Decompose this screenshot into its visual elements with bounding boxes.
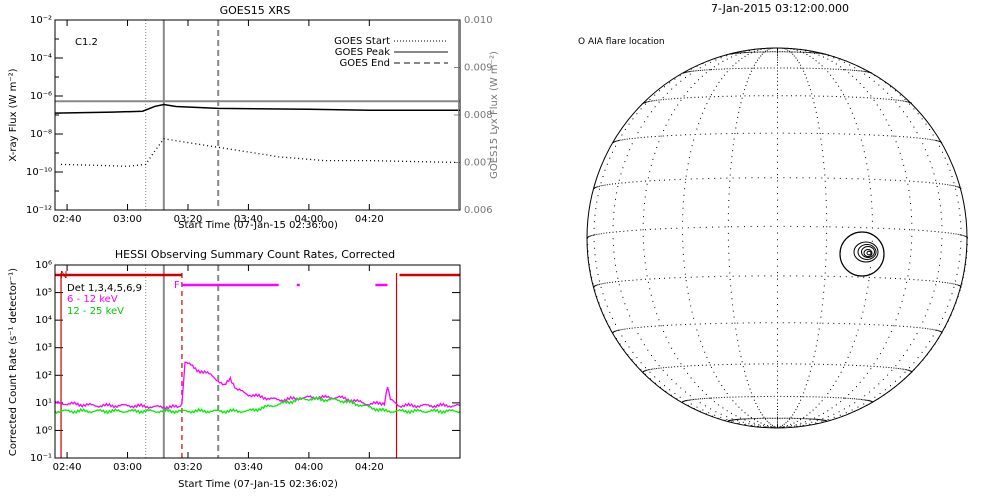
y2-tick-label: 0.009 (464, 63, 493, 74)
y-tick-label: 10² (35, 370, 52, 381)
y-tick-label: 10⁻⁴ (30, 53, 52, 64)
x-tick-label: 03:00 (113, 214, 142, 225)
y-tick-label: 10⁻⁶ (30, 91, 52, 102)
x-tick-label: 03:20 (174, 214, 203, 225)
y-tick-label: 10³ (35, 343, 52, 354)
goes-class-label: C1.2 (75, 37, 98, 48)
hessi-title: HESSI Observing Summary Count Rates, Cor… (115, 248, 395, 261)
series-6-12keV (54, 361, 461, 411)
hessi-detectors-label: Det 1,3,4,5,6,9 (67, 283, 142, 294)
y2-tick-label: 0.008 (464, 110, 493, 121)
legend-6-12kev: 6 - 12 keV (67, 294, 118, 305)
legend-12-25kev: 12 - 25 keV (67, 306, 124, 317)
goes-legend: GOES Start GOES Peak GOES End (334, 36, 448, 69)
x-tick-label: 02:40 (53, 462, 82, 473)
solar-disk-panel: 7-Jan-2015 03:12:00.000 O AIA flare loca… (578, 2, 968, 429)
y-tick-label: 10⁻¹ (30, 453, 52, 464)
y-tick-label: 10⁻¹⁰ (26, 167, 52, 178)
legend-goes-peak: GOES Peak (335, 47, 390, 58)
hessi-frame (54, 264, 461, 459)
disk-location-label: O AIA flare location (578, 37, 665, 47)
flare-contours (839, 231, 885, 277)
x-tick-label: 03:40 (234, 462, 263, 473)
hessi-panel: HESSI Observing Summary Count Rates, Cor… (8, 248, 461, 490)
goes-frame (54, 19, 461, 211)
x-tick-label: 04:00 (294, 214, 323, 225)
goes-y2-label: GOES15 Lyx Flux (W m⁻²) (489, 51, 500, 179)
flag-label-N: N (60, 270, 67, 281)
legend-goes-start: GOES Start (334, 36, 390, 47)
series-12-25keV (54, 395, 461, 415)
disk-title: 7-Jan-2015 03:12:00.000 (711, 2, 849, 15)
x-tick-label: 03:20 (174, 462, 203, 473)
flare-contour (863, 249, 873, 257)
goes-y-label: X-ray Flux (W m⁻²) (8, 68, 19, 161)
heliographic-grid (587, 47, 968, 429)
flare-contour (853, 241, 879, 263)
y2-tick-label: 0.007 (464, 158, 493, 169)
y-tick-label: 10⁻¹² (26, 205, 52, 216)
solar-limb (586, 47, 968, 429)
x-tick-label: 03:40 (234, 214, 263, 225)
x-tick-label: 02:40 (53, 214, 82, 225)
y-tick-label: 10⁵ (35, 288, 52, 299)
x-tick-label: 04:20 (355, 462, 384, 473)
series-long (54, 103, 460, 114)
y2-tick-label: 0.010 (464, 15, 493, 26)
legend-goes-end: GOES End (340, 58, 390, 69)
y-tick-label: 10⁶ (35, 260, 52, 271)
x-tick-label: 04:20 (355, 214, 384, 225)
series-short (61, 138, 461, 167)
aia-location-circle (839, 231, 885, 277)
y-tick-label: 10⁰ (35, 425, 52, 436)
flare-contour (866, 250, 872, 256)
y-tick-label: 10¹ (35, 398, 52, 409)
goes-right-axis (458, 20, 459, 210)
flare-contour (857, 244, 877, 260)
goes-panel: GOES15 XRS 02:40 03:00 03:20 03:40 04:00 04:2… (8, 4, 500, 231)
y-tick-label: 10⁻⁸ (30, 129, 52, 140)
flag-label-F: F (174, 280, 180, 291)
hessi-x-label: Start Time (07-Jan-15 02:36:02) (178, 479, 338, 490)
hessi-y-label: Corrected Count Rate (s⁻¹ detector⁻¹) (8, 268, 19, 456)
x-tick-label: 03:00 (113, 462, 142, 473)
goes-title: GOES15 XRS (220, 4, 291, 17)
goes-x-label: Start Time (07-Jan-15 02:36:00) (178, 220, 338, 231)
y-tick-label: 10⁴ (35, 315, 52, 326)
x-tick-label: 04:00 (294, 462, 323, 473)
y2-tick-label: 0.006 (464, 205, 493, 216)
flare-contour (861, 246, 875, 258)
y-tick-label: 10⁻² (30, 15, 52, 26)
